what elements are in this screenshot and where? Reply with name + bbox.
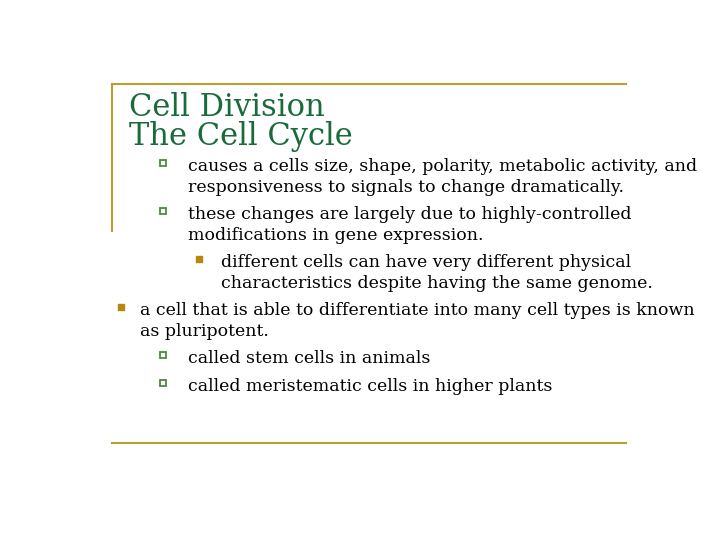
Text: The Cell Cycle: The Cell Cycle [129, 121, 353, 152]
Text: different cells can have very different physical
characteristics despite having : different cells can have very different … [221, 254, 653, 292]
Text: called stem cells in animals: called stem cells in animals [188, 349, 430, 367]
Text: a cell that is able to differentiate into many cell types is known
as pluripoten: a cell that is able to differentiate int… [140, 302, 695, 340]
Text: Cell Division: Cell Division [129, 92, 325, 123]
Text: these changes are largely due to highly-controlled
modifications in gene express: these changes are largely due to highly-… [188, 206, 631, 244]
Text: causes a cells size, shape, polarity, metabolic activity, and
responsiveness to : causes a cells size, shape, polarity, me… [188, 158, 697, 196]
Text: called meristematic cells in higher plants: called meristematic cells in higher plan… [188, 378, 552, 395]
